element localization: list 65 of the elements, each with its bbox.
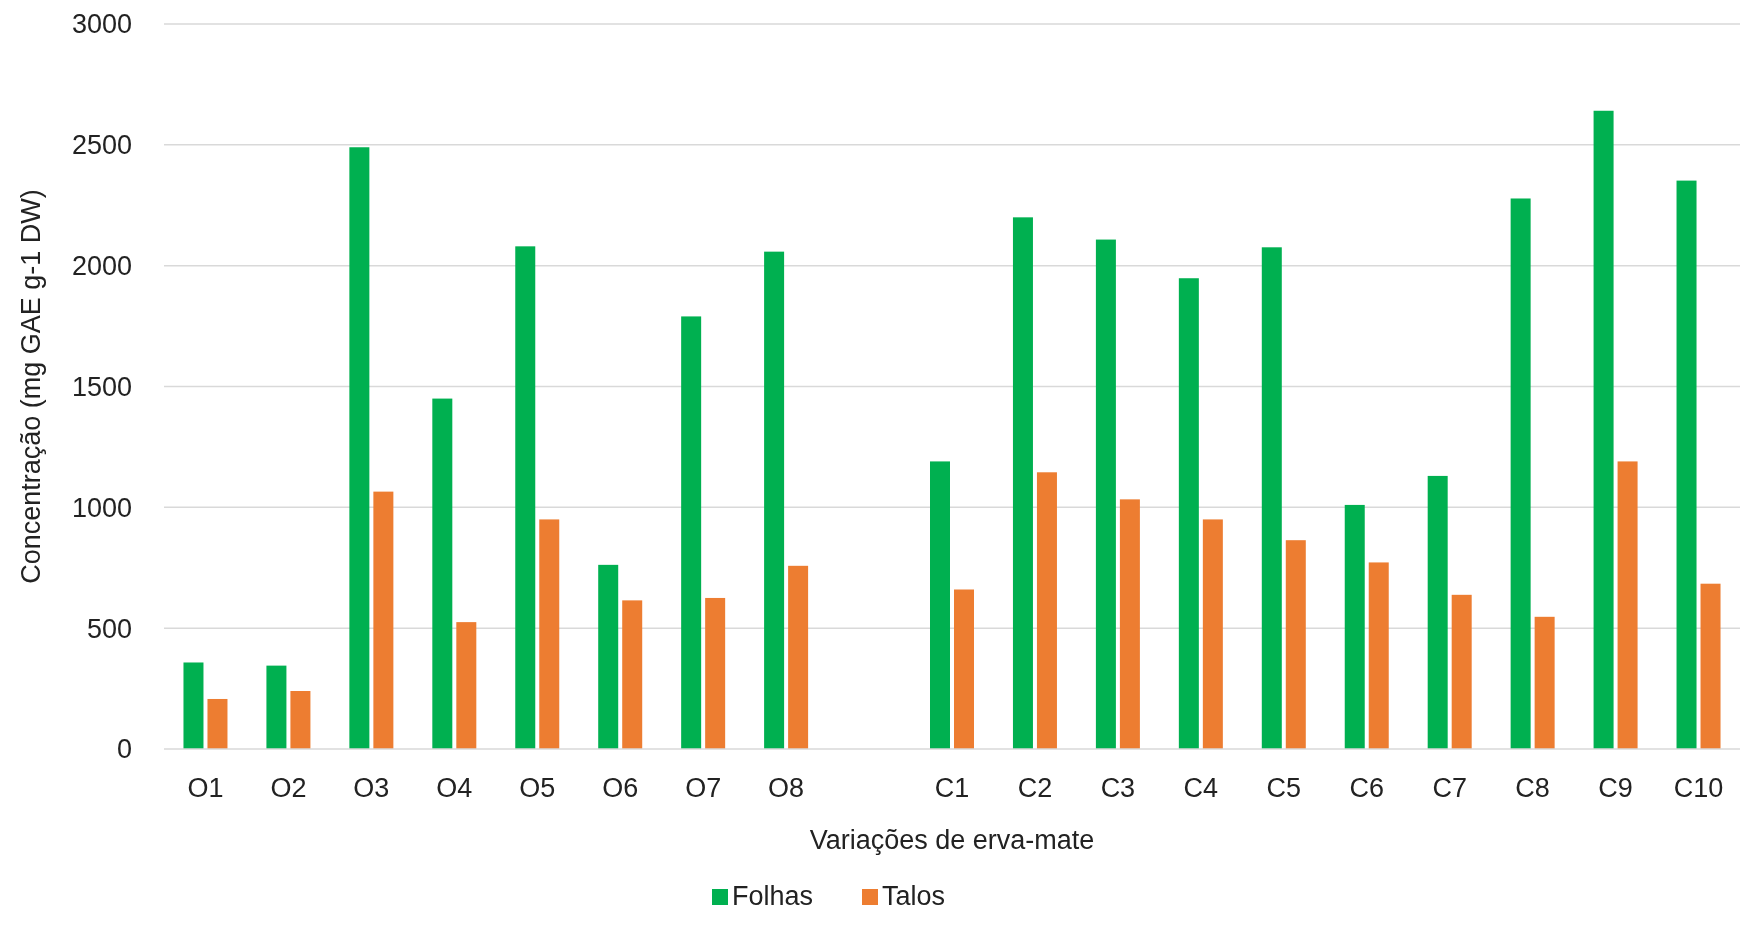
bar	[1427, 475, 1448, 749]
bar	[183, 662, 204, 749]
bar	[1036, 472, 1057, 749]
y-tick-label: 3000	[71, 9, 132, 40]
bar	[456, 622, 477, 749]
x-tick-label: O6	[602, 773, 639, 803]
bar	[432, 398, 453, 749]
legend-label: Folhas	[732, 881, 814, 911]
bar	[1285, 540, 1306, 749]
bar	[622, 600, 643, 749]
x-tick-label: C7	[1432, 773, 1467, 803]
bar	[1095, 239, 1116, 749]
y-tick-label: 1000	[71, 492, 132, 523]
bar	[954, 589, 974, 749]
x-tick-label: O5	[519, 773, 556, 803]
x-tick-label: O2	[270, 773, 307, 803]
bar	[1368, 562, 1389, 749]
x-tick-label: C2	[1017, 773, 1053, 803]
bar	[1119, 499, 1140, 749]
x-axis-title: Variações de erva-mate	[809, 825, 1095, 855]
bar	[930, 461, 950, 749]
bar	[1202, 519, 1223, 749]
bar	[764, 251, 785, 749]
x-tick-label: O4	[436, 773, 473, 803]
bar	[1344, 504, 1365, 749]
bar	[539, 519, 560, 749]
x-tick-label: C8	[1515, 773, 1550, 803]
bar	[1451, 594, 1472, 749]
y-tick-label: 2000	[71, 251, 132, 282]
x-tick-label: C6	[1349, 773, 1384, 803]
x-tick-label: C5	[1266, 773, 1302, 803]
bar	[373, 491, 394, 749]
x-tick-label: C1	[934, 773, 970, 803]
y-tick-label: 2500	[71, 130, 132, 161]
bar	[207, 698, 228, 749]
x-tick-label: C10	[1673, 773, 1724, 803]
bar	[788, 565, 809, 749]
bar	[1676, 180, 1697, 749]
bar	[266, 665, 287, 749]
x-tick-label: C9	[1598, 773, 1633, 803]
bar	[1261, 247, 1282, 749]
y-axis-title: Concentração (mg GAE g-1 DW)	[16, 189, 46, 584]
x-tick-label: O3	[353, 773, 390, 803]
bar	[1534, 616, 1555, 749]
x-tick-label: O7	[685, 773, 722, 803]
bar	[1178, 278, 1199, 749]
bar	[1700, 583, 1721, 749]
bar	[598, 564, 619, 749]
x-tick-label: O8	[768, 773, 805, 803]
bar	[349, 147, 370, 749]
bar	[515, 246, 536, 749]
bar	[290, 691, 311, 749]
bar	[705, 597, 726, 749]
bar	[1593, 110, 1614, 749]
bar	[681, 316, 702, 749]
bar	[1510, 198, 1531, 749]
y-tick-label: 500	[86, 613, 132, 644]
legend-label: Talos	[882, 881, 946, 911]
x-tick-label: C4	[1183, 773, 1219, 803]
y-tick-label: 1500	[71, 371, 132, 402]
bar	[1012, 217, 1033, 749]
y-tick-label: 0	[116, 734, 132, 765]
bar	[1617, 461, 1638, 749]
x-tick-label: C3	[1100, 773, 1136, 803]
x-tick-label: O1	[187, 773, 224, 803]
